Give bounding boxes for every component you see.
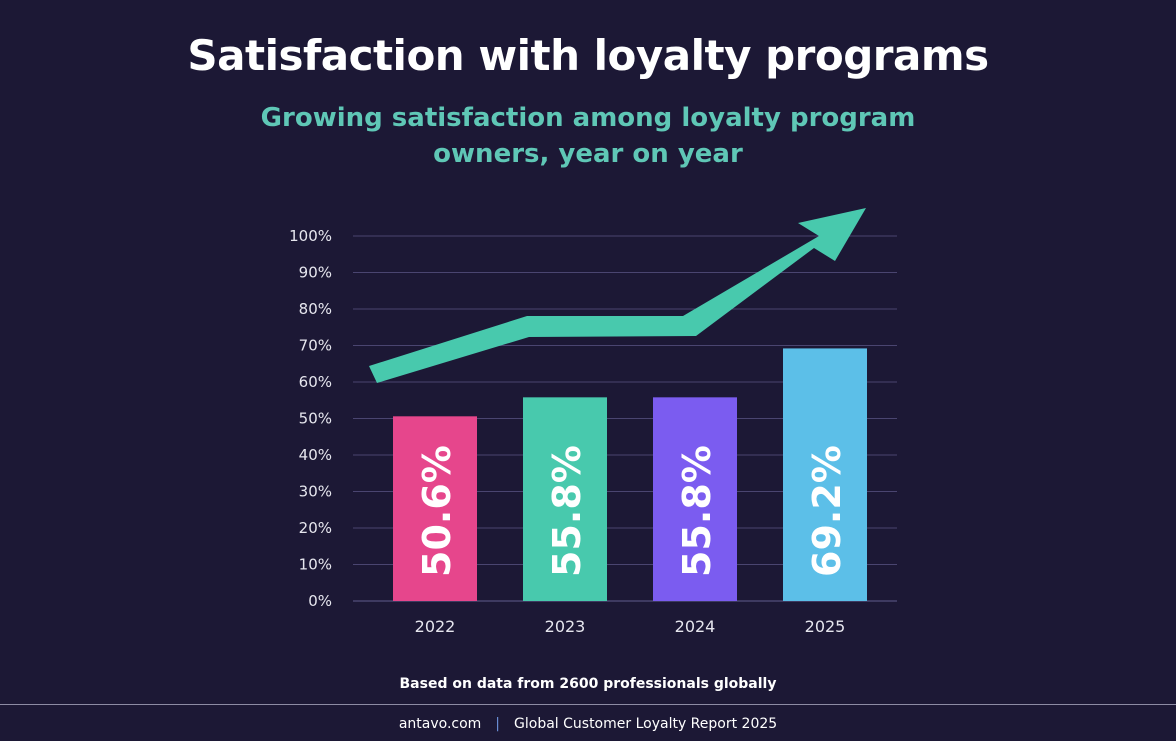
page-title: Satisfaction with loyalty programs	[187, 31, 989, 80]
x-tick-label: 2024	[675, 617, 716, 636]
y-tick-label: 70%	[299, 337, 332, 355]
page-subtitle: Growing satisfaction among loyalty progr…	[260, 103, 916, 169]
x-tick-label: 2022	[415, 617, 456, 636]
bar	[393, 416, 477, 601]
data-source-note: Based on data from 2600 professionals gl…	[399, 676, 777, 692]
bar	[653, 397, 737, 601]
y-tick-label: 20%	[299, 519, 332, 537]
bar-value-label: 69.2%	[805, 445, 849, 577]
y-tick-label: 100%	[289, 227, 332, 245]
y-tick-label: 50%	[299, 410, 332, 428]
footer-separator: |	[495, 716, 501, 732]
y-tick-label: 40%	[299, 446, 332, 464]
y-tick-label: 90%	[299, 264, 332, 282]
x-tick-label: 2023	[545, 617, 586, 636]
bar	[783, 348, 867, 601]
y-tick-label: 30%	[299, 483, 332, 501]
y-tick-label: 0%	[308, 592, 332, 610]
footer-report: Global Customer Loyalty Report 2025	[514, 716, 778, 732]
x-tick-label: 2025	[805, 617, 846, 636]
y-tick-label: 80%	[299, 300, 332, 318]
trend-arrow-icon	[369, 208, 866, 383]
footer-site: antavo.com	[398, 716, 482, 732]
footer-divider	[0, 704, 1176, 705]
bar-value-label: 50.6%	[415, 445, 459, 577]
bar-value-label: 55.8%	[675, 445, 719, 577]
y-tick-label: 60%	[299, 373, 332, 391]
bar-value-label: 55.8%	[545, 445, 589, 577]
footer: antavo.com | Global Customer Loyalty Repor…	[0, 716, 1176, 732]
y-tick-label: 10%	[299, 556, 332, 574]
bar	[523, 397, 607, 601]
